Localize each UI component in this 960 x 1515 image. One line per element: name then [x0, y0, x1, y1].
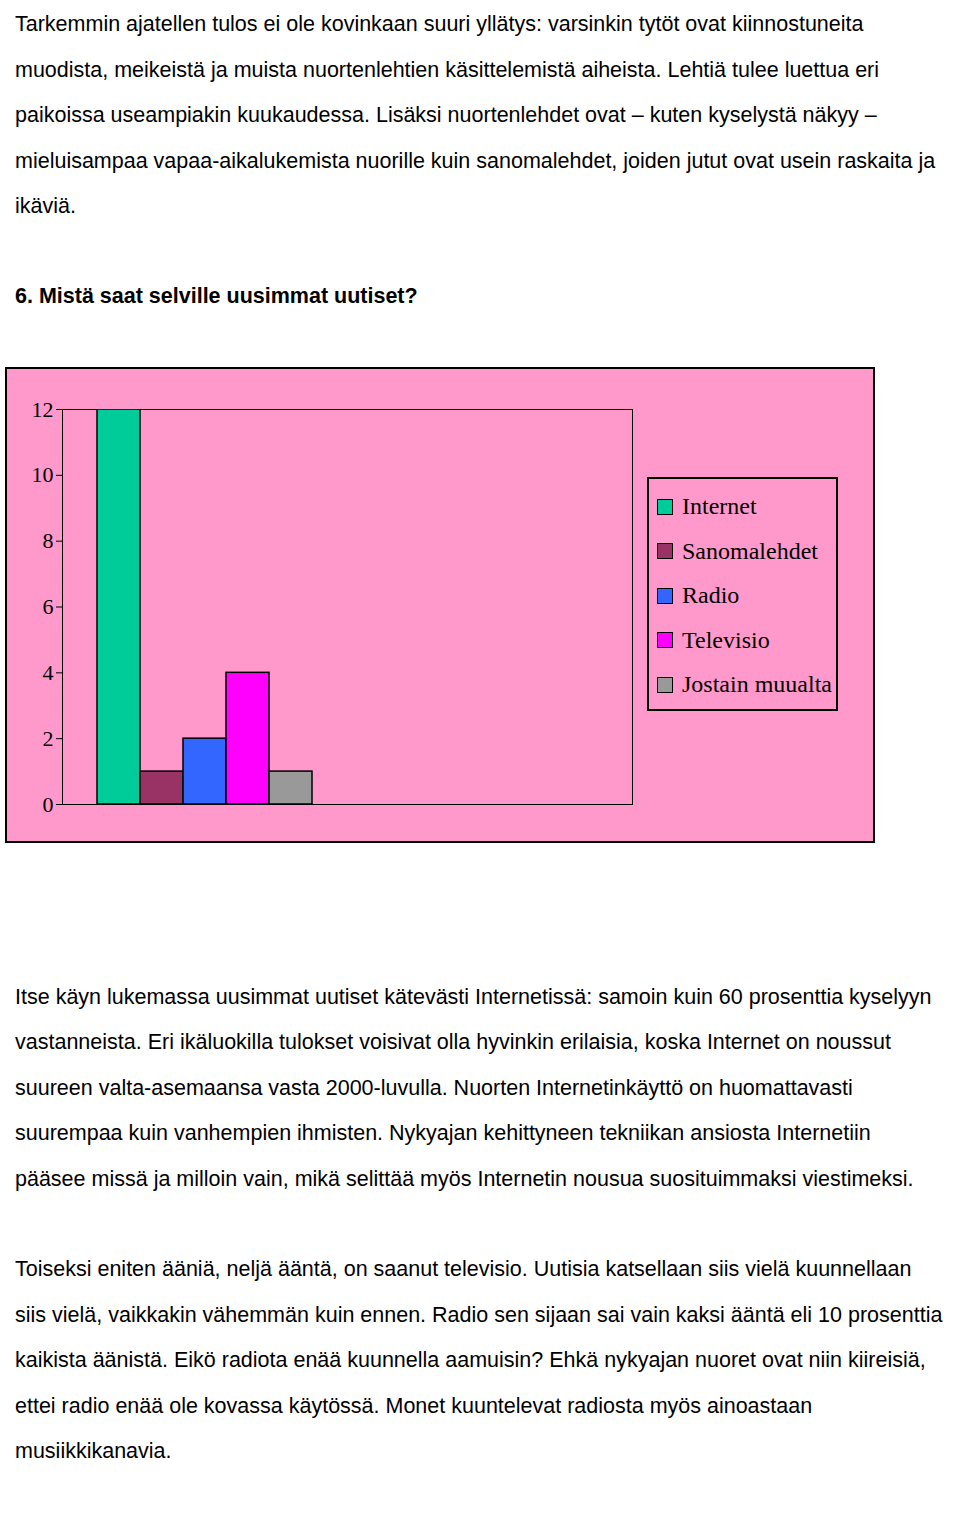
svg-text:0: 0 [43, 791, 54, 816]
html-text:Sanomalehdet: Sanomalehdet [682, 537, 818, 564]
html-text:6. Mistä saat selville uusimma: 6. Mistä saat selville uusimmat uutiset? [15, 283, 418, 308]
html-text:Toiseksi eniten ääniä, neljä ä: Toiseksi eniten ääniä, neljä ääntä, on s… [15, 1257, 943, 1463]
html-text:Televisio: Televisio [682, 626, 770, 653]
svg-text:6: 6 [43, 594, 54, 619]
svg-text:12: 12 [32, 396, 54, 421]
svg-text:4: 4 [43, 659, 54, 684]
html-text:Internet: Internet [682, 493, 757, 520]
html-text:Tarkemmin ajatellen tulos ei o: Tarkemmin ajatellen tulos ei ole kovinka… [15, 12, 936, 218]
html-text:Itse käyn lukemassa uusimmat u: Itse käyn lukemassa uusimmat uutiset kät… [15, 984, 932, 1191]
html-text:Jostain muualta: Jostain muualta [682, 671, 832, 698]
html-text:Radio: Radio [682, 582, 740, 609]
svg-text:2: 2 [43, 725, 54, 750]
svg-text:10: 10 [32, 462, 54, 487]
svg-text:8: 8 [43, 528, 54, 553]
